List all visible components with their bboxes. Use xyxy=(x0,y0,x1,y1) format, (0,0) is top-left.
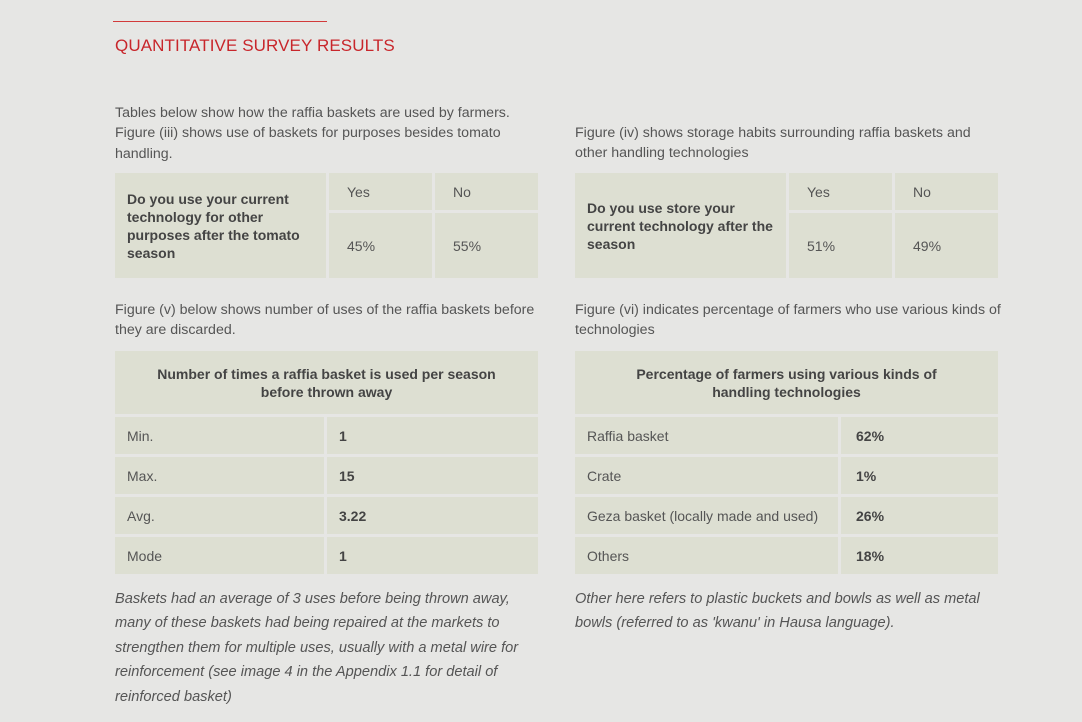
figure-v-caption: Figure (v) below shows number of uses of… xyxy=(115,302,535,339)
yes-header: Yes xyxy=(789,173,892,210)
table-storage: Do you use store your current technology… xyxy=(575,173,998,278)
row-label: Max. xyxy=(115,457,324,494)
table-title: Number of times a raffia basket is used … xyxy=(115,351,538,414)
row-label: Geza basket (locally made and used) xyxy=(575,497,838,534)
row-value: 3.22 xyxy=(327,497,538,534)
no-header: No xyxy=(895,173,998,210)
no-value: 49% xyxy=(895,213,998,278)
question-cell: Do you use your current technology for o… xyxy=(115,173,326,278)
figure-vi-caption: Figure (vi) indicates percentage of farm… xyxy=(575,302,1001,339)
yes-header: Yes xyxy=(329,173,432,210)
row-label: Mode xyxy=(115,537,324,574)
yes-value: 45% xyxy=(329,213,432,278)
table-other-purposes: Do you use your current technology for o… xyxy=(115,173,538,278)
row-value: 26% xyxy=(841,497,998,534)
note-right: Other here refers to plastic buckets and… xyxy=(575,591,980,632)
no-value: 55% xyxy=(435,213,538,278)
row-value: 1% xyxy=(841,457,998,494)
row-value: 18% xyxy=(841,537,998,574)
intro-left-paragraph: Tables below show how the raffia baskets… xyxy=(115,105,510,162)
table-uses-per-season: Number of times a raffia basket is used … xyxy=(115,351,538,574)
row-value: 15 xyxy=(327,457,538,494)
intro-right-paragraph: Figure (iv) shows storage habits surroun… xyxy=(575,125,971,162)
table-technologies: Percentage of farmers using various kind… xyxy=(575,351,998,574)
yes-value: 51% xyxy=(789,213,892,278)
heading-rule xyxy=(113,21,327,22)
row-value: 62% xyxy=(841,417,998,454)
row-label: Min. xyxy=(115,417,324,454)
row-label: Raffia basket xyxy=(575,417,838,454)
question-cell: Do you use store your current technology… xyxy=(575,173,786,278)
row-value: 1 xyxy=(327,537,538,574)
row-label: Avg. xyxy=(115,497,324,534)
no-header: No xyxy=(435,173,538,210)
row-label: Crate xyxy=(575,457,838,494)
note-left: Baskets had an average of 3 uses before … xyxy=(115,591,519,705)
table-title: Percentage of farmers using various kind… xyxy=(575,351,998,414)
section-heading: QUANTITATIVE SURVEY RESULTS xyxy=(115,36,395,55)
row-value: 1 xyxy=(327,417,538,454)
row-label: Others xyxy=(575,537,838,574)
